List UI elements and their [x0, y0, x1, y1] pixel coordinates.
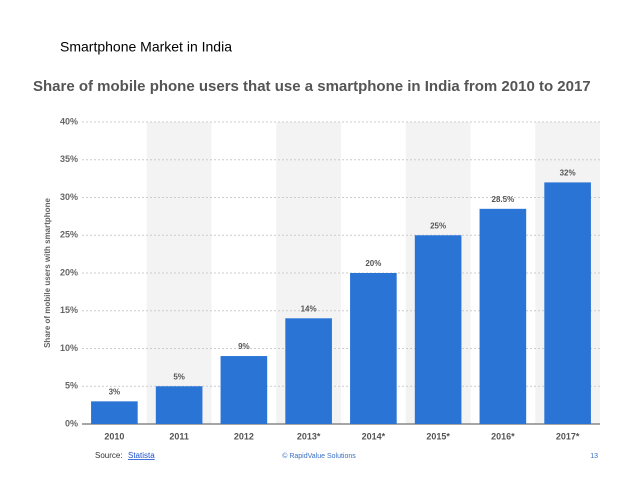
x-tick-label: 2017* — [556, 431, 580, 441]
value-label: 28.5% — [492, 195, 515, 204]
x-tick-label: 2012 — [234, 431, 254, 441]
x-tick-label: 2010 — [104, 431, 124, 441]
value-label: 9% — [238, 342, 250, 351]
y-tick-label: 20% — [60, 267, 78, 277]
bar — [544, 182, 591, 424]
x-tick-label: 2015* — [426, 431, 450, 441]
source-link[interactable]: Statista — [128, 451, 155, 460]
y-tick-label: 40% — [60, 116, 78, 126]
x-tick-label: 2014* — [362, 431, 386, 441]
bar — [350, 273, 397, 424]
x-tick-label: 2011 — [169, 431, 189, 441]
bar — [285, 318, 332, 424]
chart-title: Share of mobile phone users that use a s… — [33, 78, 591, 95]
value-label: 14% — [301, 304, 317, 313]
source-label: Source: — [95, 451, 123, 460]
bar — [91, 401, 138, 424]
y-tick-label: 10% — [60, 343, 78, 353]
slide-title: Smartphone Market in India — [60, 39, 232, 55]
x-tick-label: 2016* — [491, 431, 515, 441]
y-tick-label: 25% — [60, 230, 78, 240]
y-tick-label: 35% — [60, 154, 78, 164]
y-tick-label: 5% — [65, 381, 78, 391]
x-tick-label: 2013* — [297, 431, 321, 441]
bar — [414, 235, 462, 424]
bar — [220, 356, 268, 424]
bar — [155, 386, 203, 424]
value-label: 20% — [365, 259, 381, 268]
value-label: 5% — [173, 372, 185, 381]
y-tick-label: 30% — [60, 192, 78, 202]
source-link-text[interactable]: Statista — [128, 451, 155, 460]
value-label: 32% — [560, 169, 576, 178]
value-label: 3% — [109, 387, 121, 396]
copyright: © RapidValue Solutions — [282, 452, 356, 460]
y-axis-label: Share of mobile users with smartphone — [43, 198, 52, 348]
y-tick-label: 15% — [60, 305, 78, 315]
bar — [479, 208, 527, 424]
value-label: 25% — [430, 221, 446, 230]
y-tick-label: 0% — [65, 418, 78, 428]
page-number: 13 — [590, 453, 598, 460]
